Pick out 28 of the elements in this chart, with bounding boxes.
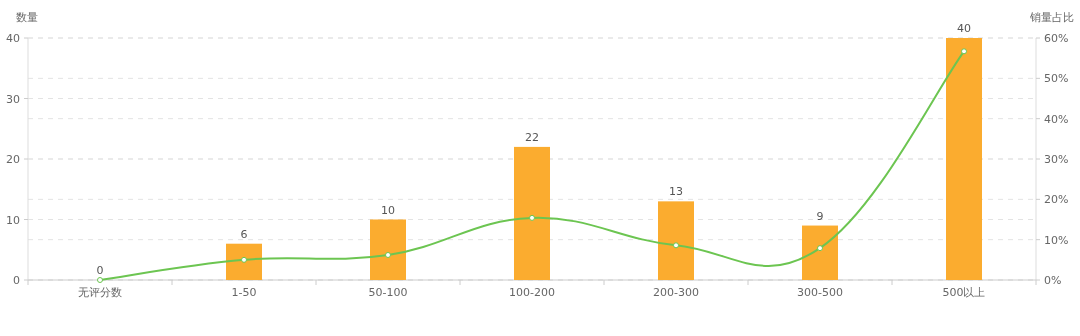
data-label: 13 (669, 185, 683, 199)
x-tick-label: 500以上 (942, 286, 986, 299)
data-label: 22 (525, 130, 539, 144)
data-label: 6 (240, 227, 248, 241)
y-tick-label: 20 (6, 153, 20, 166)
x-tick-label: 300-500 (797, 286, 843, 299)
data-label: 40 (957, 22, 971, 35)
y2-tick-label: 40% (1044, 112, 1069, 126)
y-tick-label: 30 (6, 92, 20, 106)
x-tick-label: 50-100 (368, 286, 408, 299)
y2-tick-label: 50% (1044, 72, 1069, 86)
y2-tick-label: 60% (1044, 32, 1069, 45)
y2-tick-label: 30% (1044, 153, 1069, 166)
x-tick-label: 1-50 (231, 286, 257, 299)
x-tick-label: 100-200 (509, 286, 555, 299)
x-tick-label: 200-300 (653, 286, 699, 299)
y-tick-label: 40 (6, 32, 20, 45)
y2-axis-title: 销量占比 (1029, 11, 1074, 24)
y2-tick-label: 0% (1044, 274, 1062, 287)
y-axis-title: 数量 (16, 11, 38, 24)
data-label: 10 (381, 203, 395, 217)
y-tick-label: 10 (6, 213, 20, 227)
y-tick-label: 0 (13, 274, 20, 287)
y2-tick-label: 10% (1044, 233, 1069, 247)
data-label: 0 (96, 264, 104, 277)
y2-tick-label: 20% (1044, 193, 1069, 207)
x-tick-label: 无评分数 (78, 286, 122, 299)
data-label: 9 (816, 209, 824, 223)
